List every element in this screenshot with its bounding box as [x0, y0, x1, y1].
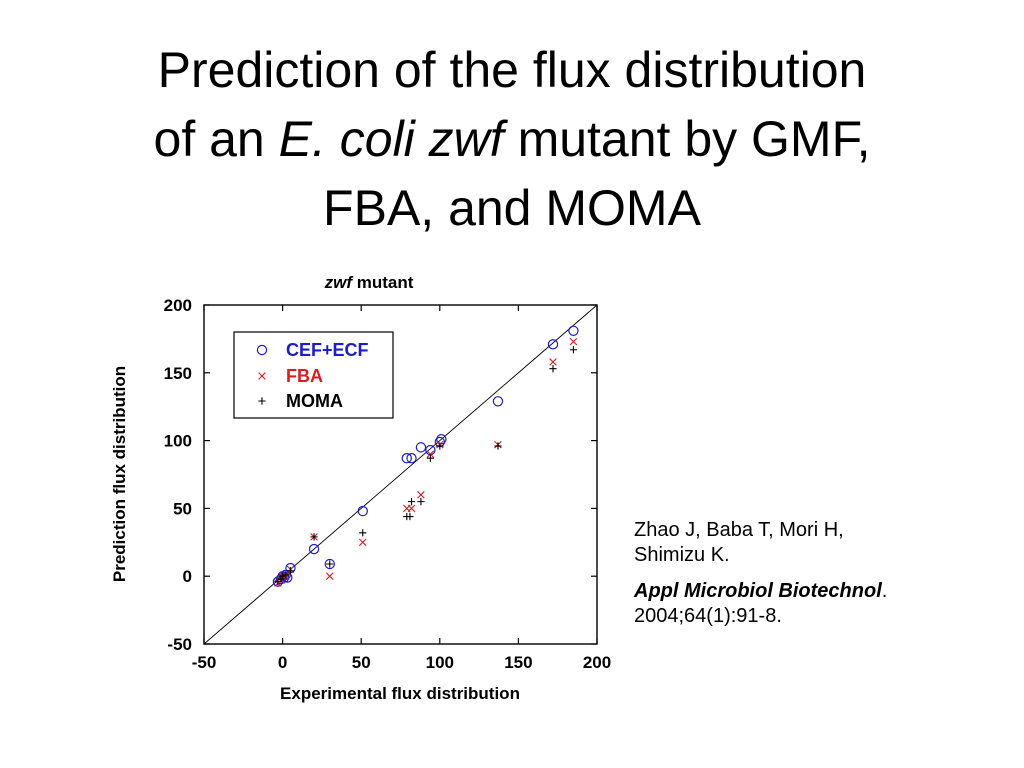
- moma-point: [549, 365, 557, 373]
- data-points: [272, 325, 579, 587]
- cef-ecf-point: [415, 442, 427, 453]
- x-tick-label: 0: [278, 653, 287, 672]
- reference-citation: Appl Microbiol Biotechnol. 2004;64(1):91-…: [634, 579, 1014, 629]
- legend-marker-fba: [258, 372, 266, 380]
- legend-markers: [256, 344, 268, 405]
- title-line-2-species: E. coli zwf: [278, 111, 504, 167]
- title-line-1: Prediction of the flux distribution: [157, 42, 867, 98]
- y-tick-label: 50: [173, 499, 192, 518]
- legend-label-cef-ecf: CEF+ECF: [286, 340, 369, 360]
- journal-punct: .: [881, 580, 888, 602]
- cef-ecf-point: [406, 453, 417, 464]
- moma-point: [494, 442, 502, 450]
- legend-label-fba: FBA: [286, 366, 323, 386]
- fba-point: [417, 491, 425, 499]
- cef-ecf-point: [401, 453, 412, 464]
- fba-point: [569, 337, 578, 346]
- slide-title: Prediction of the flux distribution of a…: [0, 36, 1024, 243]
- cef-ecf-point: [568, 325, 579, 336]
- fba-point: [325, 572, 334, 580]
- cef-ecf-point: [492, 396, 504, 407]
- moma-point: [426, 454, 434, 462]
- chart-title-rest: mutant: [352, 273, 414, 292]
- y-axis-label: Prediction flux distribution: [110, 366, 129, 582]
- moma-point: [326, 560, 334, 568]
- fba-point: [426, 450, 435, 458]
- legend-marker-moma: [258, 397, 266, 405]
- x-tick-label: 100: [426, 653, 454, 672]
- title-line-2-pre: of an: [153, 111, 279, 167]
- cef-ecf-point: [425, 444, 436, 456]
- authors-line-2: Shimizu K.: [634, 544, 730, 566]
- reference-block: Zhao J, Baba T, Mori H, Shimizu K. Appl M…: [634, 518, 1014, 640]
- cef-ecf-point: [324, 558, 335, 570]
- moma-point: [279, 572, 287, 580]
- fba-point: [407, 504, 416, 513]
- fba-point: [549, 358, 557, 366]
- legend-label-moma: MOMA: [286, 391, 343, 411]
- chart-title: zwf mutant: [324, 273, 414, 292]
- moma-point: [569, 346, 578, 354]
- x-tick-label: 200: [583, 653, 611, 672]
- moma-point: [406, 512, 414, 521]
- y-tick-label: 150: [164, 364, 192, 383]
- y-tick-label: 100: [164, 432, 192, 451]
- x-tick-label: -50: [192, 653, 217, 672]
- title-line-3: FBA, and MOMA: [323, 180, 701, 236]
- moma-point: [310, 533, 318, 541]
- scatter-chart: zwf mutant -50 0 50 100 150 200 -50 0 50 100 150 20…: [110, 273, 612, 703]
- reference-authors: Zhao J, Baba T, Mori H, Shimizu K.: [634, 518, 1014, 568]
- moma-point: [407, 498, 416, 506]
- moma-point: [436, 442, 444, 450]
- tick-labels: -50 0 50 100 150 200 -50 0 50 100 150 200: [164, 296, 612, 672]
- x-axis-label: Experimental flux distribution: [280, 684, 520, 703]
- x-tick-label: 50: [352, 653, 371, 672]
- moma-point: [282, 571, 290, 579]
- journal-name: Appl Microbiol Biotechnol: [634, 580, 882, 602]
- chart-figure: zwf mutant -50 0 50 100 150 200 -50 0 50 100 150 20…: [88, 252, 612, 712]
- citation-details: 2004;64(1):91-8.: [634, 605, 782, 627]
- legend-marker-cef-ecf: [256, 344, 268, 356]
- moma-point: [359, 529, 367, 537]
- cef-ecf-point: [547, 339, 559, 350]
- authors-line-1: Zhao J, Baba T, Mori H,: [634, 519, 844, 541]
- moma-point: [417, 498, 425, 506]
- fba-point: [358, 538, 367, 547]
- y-tick-label: 200: [164, 296, 192, 315]
- y-tick-label: 0: [183, 567, 192, 586]
- cef-ecf-point: [308, 543, 320, 555]
- legend: CEF+ECF FBA MOMA: [233, 331, 394, 419]
- title-line-2: of an E. coli zwf mutant by GMF,: [0, 105, 1024, 174]
- axis-ticks: [203, 304, 598, 645]
- chart-title-italic: zwf: [324, 273, 355, 292]
- x-tick-label: 150: [504, 653, 532, 672]
- cef-ecf-point: [278, 572, 290, 583]
- plot-area-frame: [203, 304, 598, 645]
- moma-point: [286, 567, 295, 575]
- y-tick-label: -50: [167, 635, 192, 654]
- identity-line: [203, 304, 598, 645]
- cef-ecf-point: [357, 505, 368, 517]
- title-line-2-post: mutant by GMF,: [503, 111, 871, 167]
